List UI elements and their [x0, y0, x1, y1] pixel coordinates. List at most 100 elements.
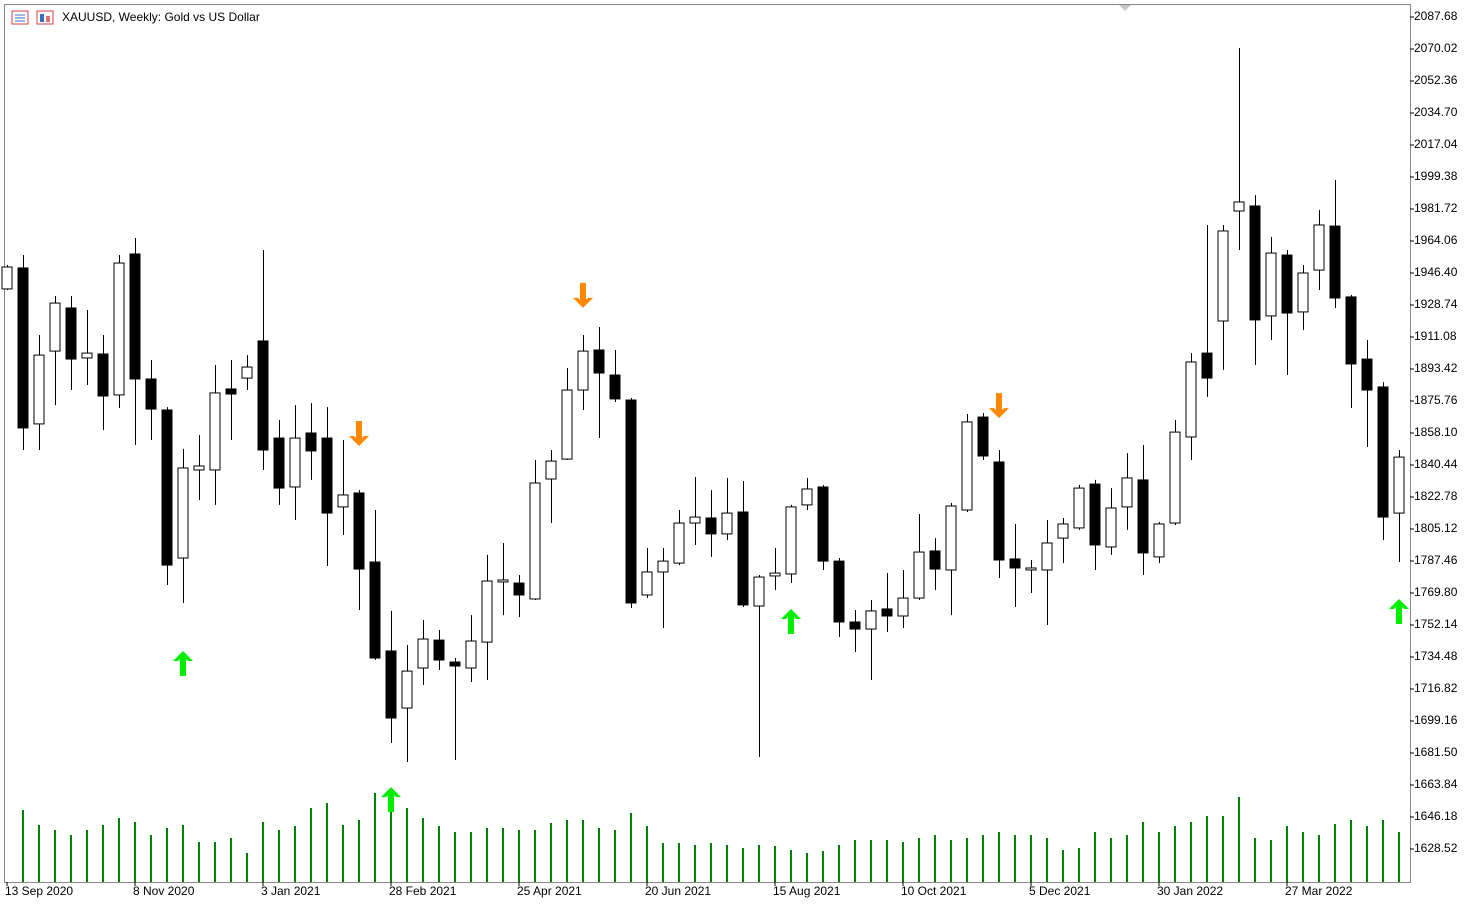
candle-body: [801, 488, 813, 506]
x-tick-label: 13 Sep 2020: [5, 884, 73, 898]
candle-body: [1, 266, 13, 290]
candle-body: [1249, 205, 1261, 321]
x-tick-label: 30 Jan 2022: [1157, 884, 1223, 898]
candle-body: [545, 460, 557, 480]
x-tick-label: 15 Aug 2021: [773, 884, 841, 898]
y-tick-label: 1946.40: [1414, 265, 1458, 279]
candle-body: [321, 437, 333, 514]
y-tick-label: 1699.16: [1414, 713, 1458, 727]
candle-body: [1265, 252, 1277, 317]
candle-body: [1185, 361, 1197, 438]
candle-body: [449, 661, 461, 667]
candle-body: [609, 374, 621, 400]
candle-body: [1393, 456, 1405, 514]
candle-body: [625, 399, 637, 604]
candle-body: [1169, 431, 1181, 524]
candle-body: [785, 506, 797, 575]
x-tick-label: 3 Jan 2021: [261, 884, 321, 898]
candle-body: [529, 482, 541, 600]
x-tick-label: 10 Oct 2021: [901, 884, 967, 898]
candle-body: [337, 494, 349, 508]
candle-body: [129, 253, 141, 380]
candle-body: [1377, 386, 1389, 518]
candle-body: [977, 416, 989, 457]
x-tick-label: 27 Mar 2022: [1285, 884, 1353, 898]
y-tick-label: 1752.14: [1414, 617, 1458, 631]
candle-body: [753, 576, 765, 607]
candle-body: [1313, 224, 1325, 271]
y-tick-label: 1805.12: [1414, 521, 1458, 535]
candle-body: [1201, 352, 1213, 379]
candle-body: [833, 560, 845, 623]
candle-body: [1297, 272, 1309, 313]
candle-body: [1345, 296, 1357, 365]
candle-body: [1361, 358, 1373, 391]
y-tick-label: 1646.18: [1414, 809, 1458, 823]
y-tick-label: 1893.42: [1414, 361, 1458, 375]
candle-body: [241, 366, 253, 379]
candle-body: [881, 608, 893, 617]
candle-body: [641, 571, 653, 596]
candle-body: [65, 307, 77, 360]
candle-body: [657, 560, 669, 573]
y-tick-label: 1911.08: [1414, 329, 1457, 343]
icon: [40, 14, 44, 22]
candle-body: [1153, 523, 1165, 558]
candle-body: [161, 409, 173, 566]
y-tick-label: 1769.80: [1414, 585, 1458, 599]
y-tick-label: 2087.68: [1414, 9, 1458, 23]
x-tick-label: 20 Jun 2021: [645, 884, 711, 898]
y-tick-label: 2052.36: [1414, 73, 1458, 87]
candle-body: [1105, 507, 1117, 548]
candle-body: [289, 437, 301, 488]
y-tick-label: 2070.02: [1414, 41, 1458, 55]
candle-body: [577, 350, 589, 391]
candle-body: [929, 550, 941, 570]
candle-body: [673, 522, 685, 564]
candle-body: [369, 561, 381, 659]
candle-body: [481, 580, 493, 643]
candle-body: [721, 512, 733, 535]
sell-arrow: [573, 282, 593, 308]
candle-body: [305, 432, 317, 452]
y-tick-label: 1787.46: [1414, 553, 1458, 567]
candle-body: [401, 670, 413, 709]
candle-body: [497, 579, 509, 583]
candle-body: [177, 467, 189, 559]
y-tick-label: 1734.48: [1414, 649, 1458, 663]
candle-body: [913, 551, 925, 599]
buy-arrow: [781, 608, 801, 634]
candle-body: [1073, 487, 1085, 529]
sell-arrow: [349, 420, 369, 446]
x-tick-label: 25 Apr 2021: [517, 884, 582, 898]
chart-title: XAUUSD, Weekly: Gold vs US Dollar: [62, 10, 260, 24]
candle-body: [209, 392, 221, 471]
y-tick-label: 1928.74: [1414, 297, 1458, 311]
y-tick-label: 1840.44: [1414, 457, 1458, 471]
candle-body: [817, 486, 829, 562]
candle-body: [993, 461, 1005, 561]
candle-body: [33, 354, 45, 425]
buy-arrow: [173, 651, 193, 677]
candle-body: [257, 340, 269, 451]
candle-body: [1217, 230, 1229, 322]
buy-arrow: [381, 787, 401, 813]
x-tick-label: 5 Dec 2021: [1029, 884, 1091, 898]
candle-body: [193, 465, 205, 471]
candle-body: [273, 437, 285, 489]
candle-body: [1137, 479, 1149, 554]
candle-body: [769, 572, 781, 577]
candle-body: [513, 582, 525, 596]
icon: [46, 16, 50, 22]
candle-body: [49, 302, 61, 352]
candle-body: [1025, 567, 1037, 571]
candle-body: [1089, 483, 1101, 546]
candle-body: [97, 353, 109, 397]
candle-body: [433, 639, 445, 661]
candle-body: [705, 517, 717, 535]
candle-body: [113, 262, 125, 396]
icon: [36, 10, 54, 25]
candle-body: [961, 421, 973, 511]
